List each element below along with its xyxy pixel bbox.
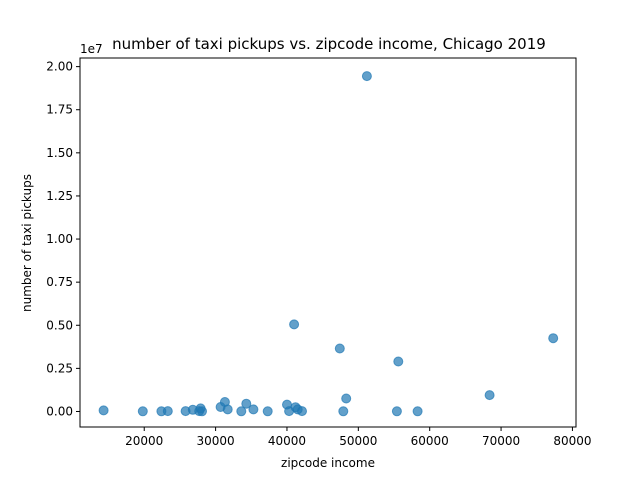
data-point-27 bbox=[393, 356, 404, 367]
data-point-24 bbox=[341, 393, 352, 404]
y-tick-label-3: 0.75 bbox=[46, 275, 73, 289]
data-point-11 bbox=[222, 404, 233, 415]
y-offset-label: 1e7 bbox=[80, 42, 103, 56]
x-tick-label-6: 80000 bbox=[553, 434, 591, 448]
y-axis-label: number of taxi pickups bbox=[20, 174, 34, 312]
y-tick-label-5: 1.25 bbox=[46, 189, 73, 203]
chart-title: number of taxi pickups vs. zipcode incom… bbox=[112, 35, 546, 53]
x-axis-label: zipcode income bbox=[281, 456, 375, 470]
data-point-0 bbox=[98, 405, 109, 416]
data-point-14 bbox=[248, 404, 259, 415]
data-point-12 bbox=[236, 406, 247, 417]
data-point-18 bbox=[289, 319, 300, 330]
data-point-29 bbox=[484, 390, 495, 401]
data-point-28 bbox=[412, 406, 423, 417]
plot-frame bbox=[79, 57, 577, 428]
x-tick-label-4: 60000 bbox=[411, 434, 449, 448]
y-tick-label-0: 0.00 bbox=[46, 404, 73, 418]
x-tick-label-2: 40000 bbox=[268, 434, 306, 448]
data-point-1 bbox=[137, 406, 148, 417]
data-point-23 bbox=[338, 406, 349, 417]
data-point-8 bbox=[197, 406, 207, 417]
data-point-21 bbox=[297, 406, 307, 417]
y-tick-label-1: 0.25 bbox=[46, 361, 73, 375]
y-tick-label-6: 1.50 bbox=[46, 146, 73, 160]
y-tick-label-4: 1.00 bbox=[46, 232, 73, 246]
data-point-3 bbox=[162, 406, 173, 417]
x-tick-label-0: 20000 bbox=[125, 434, 163, 448]
y-axis: 0.00 0.25 0.50 0.75 1.00 1.25 1.50 1.75 2.00 bbox=[46, 60, 80, 418]
data-point-26 bbox=[391, 406, 402, 417]
x-tick-label-5: 70000 bbox=[482, 434, 520, 448]
points-layer bbox=[98, 71, 559, 417]
data-point-22 bbox=[334, 343, 345, 354]
x-tick-label-1: 30000 bbox=[197, 434, 235, 448]
y-tick-label-2: 0.50 bbox=[46, 318, 73, 332]
data-point-30 bbox=[548, 333, 559, 344]
data-point-15 bbox=[262, 406, 273, 417]
y-tick-label-8: 2.00 bbox=[46, 60, 73, 74]
x-tick-label-3: 50000 bbox=[339, 434, 377, 448]
y-tick-label-7: 1.75 bbox=[46, 103, 73, 117]
data-point-25 bbox=[361, 71, 372, 82]
x-axis: 20000 30000 40000 50000 60000 70000 80000 bbox=[125, 427, 592, 448]
data-point-13 bbox=[241, 398, 252, 409]
